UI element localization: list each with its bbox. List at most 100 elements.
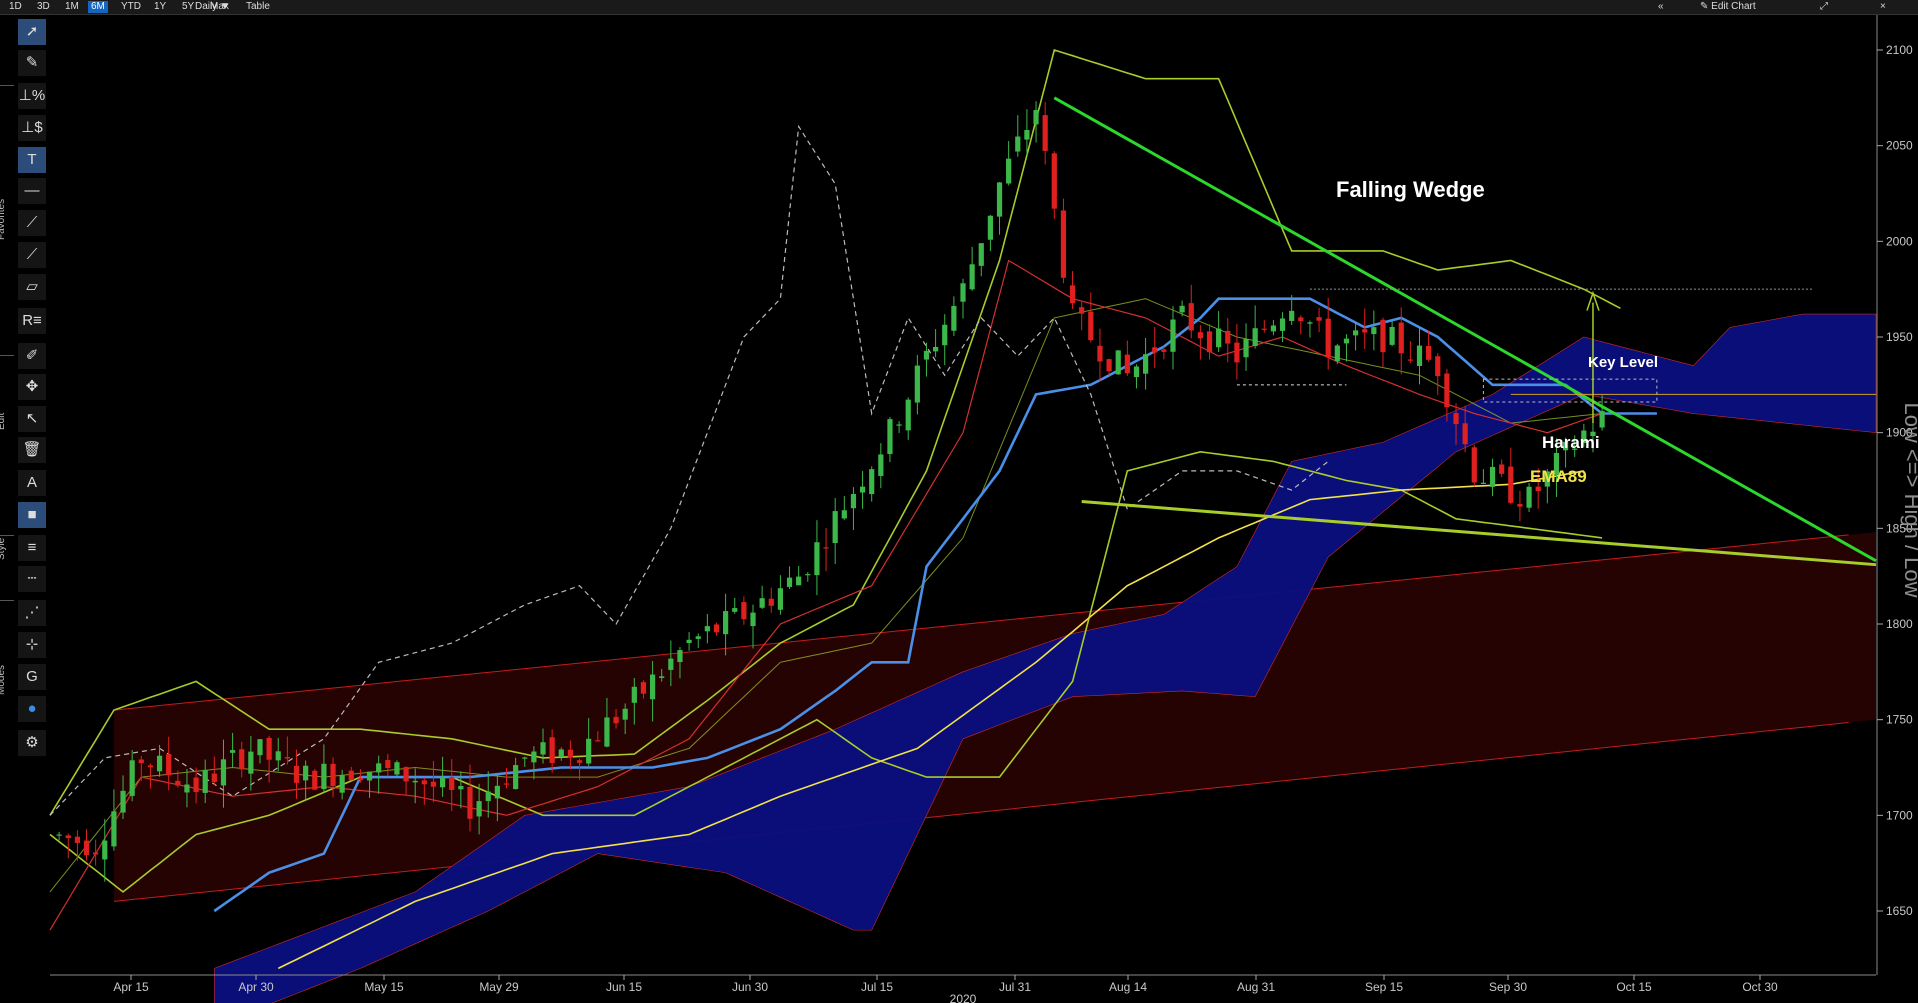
y-tick-label: 1800 xyxy=(1886,617,1913,631)
expand-icon[interactable]: ⤢ xyxy=(1820,1,1828,12)
x-tick-label: Jun 30 xyxy=(732,980,768,994)
range-button-max[interactable]: Max xyxy=(210,1,229,12)
candle xyxy=(1581,430,1587,444)
range-button-ytd[interactable]: YTD xyxy=(121,1,141,12)
candle xyxy=(156,755,163,772)
toolbar-section-modes: Modes xyxy=(0,664,7,695)
range-button-5y[interactable]: 5Y xyxy=(182,1,195,12)
edit-pen-icon[interactable]: ✐ xyxy=(18,343,46,369)
collapse-icon[interactable]: « xyxy=(1658,1,1664,12)
x-tick-label: Aug 14 xyxy=(1109,980,1147,994)
text-icon[interactable]: T xyxy=(18,147,46,173)
tenkan-sen xyxy=(49,259,1603,931)
candle xyxy=(385,760,391,769)
font-icon[interactable]: A xyxy=(18,470,46,496)
candle xyxy=(1334,345,1340,362)
fill-color-icon[interactable]: ■ xyxy=(18,502,46,528)
range-button-1m[interactable]: 1M xyxy=(65,1,79,12)
x-tick-label: May 29 xyxy=(479,980,519,994)
line-weight-icon[interactable]: ≡ xyxy=(18,535,46,561)
move-icon[interactable]: ✥ xyxy=(18,374,46,400)
add-point-icon[interactable]: ↖ xyxy=(18,406,46,432)
candle xyxy=(83,840,90,856)
y-tick-label: 2050 xyxy=(1886,139,1913,153)
harami-label: Harami xyxy=(1542,433,1600,452)
dollar-icon[interactable]: ⊥$ xyxy=(18,115,46,141)
y-tick-label: 2100 xyxy=(1886,43,1913,57)
x-tick-label: Jul 31 xyxy=(999,980,1031,994)
settings-icon[interactable]: ⚙ xyxy=(18,730,46,756)
delete-icon[interactable]: 🗑 xyxy=(18,437,46,463)
channel-icon[interactable]: ▱ xyxy=(18,274,46,300)
horizontal-line-icon[interactable]: — xyxy=(18,178,46,204)
range-button-3d[interactable]: 3D xyxy=(37,1,50,12)
edit-chart-button[interactable]: ✎ Edit Chart xyxy=(1700,0,1756,14)
pen-icon[interactable]: ✎ xyxy=(18,50,46,76)
candle xyxy=(631,686,637,703)
candle xyxy=(732,608,738,612)
candle xyxy=(759,598,765,608)
candle xyxy=(1371,327,1377,335)
trend-line-icon[interactable]: ⟋ xyxy=(18,210,46,236)
candle xyxy=(1499,464,1505,474)
candle xyxy=(960,283,966,302)
snap-mode-icon[interactable]: ⊹ xyxy=(18,632,46,658)
x-tick-label: Jul 15 xyxy=(861,980,893,994)
candle xyxy=(430,781,437,787)
candle xyxy=(713,624,720,633)
close-icon[interactable]: × xyxy=(1880,1,1886,12)
range-button-1d[interactable]: 1D xyxy=(9,1,22,12)
candle xyxy=(695,636,701,639)
magnet-mode-icon[interactable]: G xyxy=(18,664,46,690)
candle xyxy=(1352,330,1359,336)
pointer-icon[interactable]: ➚ xyxy=(18,19,46,45)
candle xyxy=(93,852,99,855)
candle xyxy=(65,835,71,839)
range-button-1y[interactable]: 1Y xyxy=(154,1,167,12)
table-button[interactable]: Table xyxy=(246,1,270,12)
y-tick-label: 1750 xyxy=(1886,713,1913,727)
candle xyxy=(1325,318,1331,358)
candle xyxy=(595,740,601,742)
ray-icon[interactable]: ⟋ xyxy=(18,242,46,268)
ema89-line xyxy=(277,470,1584,970)
candle xyxy=(996,182,1003,217)
candle xyxy=(175,780,181,786)
candle xyxy=(1152,347,1158,353)
range-button-6m[interactable]: 6M xyxy=(88,1,108,13)
candle xyxy=(1471,447,1477,483)
candle xyxy=(1161,349,1167,352)
candle xyxy=(942,324,948,346)
candle xyxy=(805,574,811,576)
candle xyxy=(1307,322,1313,324)
candle xyxy=(1572,448,1578,450)
candle xyxy=(211,773,217,782)
candle xyxy=(494,785,500,799)
candle xyxy=(978,243,984,266)
dashed-mode-icon[interactable]: ⋰ xyxy=(18,600,46,626)
toolbar-section-favorites: Favorites xyxy=(0,198,7,240)
candle xyxy=(1590,431,1596,437)
candle xyxy=(659,676,665,678)
candle xyxy=(1535,486,1541,492)
candle xyxy=(859,486,866,493)
percent-icon[interactable]: ⊥% xyxy=(18,83,46,109)
x-tick-label: Aug 31 xyxy=(1237,980,1275,994)
kijun-sen xyxy=(213,297,1657,913)
candle xyxy=(220,759,227,786)
candle xyxy=(1480,482,1487,485)
color-mode-icon[interactable]: ● xyxy=(18,696,46,722)
retracement-icon[interactable]: R≡ xyxy=(18,308,46,334)
toolbar-section-edit: Edit xyxy=(0,412,7,430)
candle xyxy=(786,577,793,587)
candle xyxy=(1069,285,1076,304)
candle xyxy=(321,763,327,790)
candle xyxy=(878,454,884,476)
candle xyxy=(366,771,373,781)
interval-dropdown[interactable]: Daily ▼ xyxy=(195,1,230,12)
line-style-icon[interactable]: ┄ xyxy=(18,566,46,592)
candle xyxy=(129,760,135,796)
candle xyxy=(914,365,920,403)
candle xyxy=(239,749,245,770)
